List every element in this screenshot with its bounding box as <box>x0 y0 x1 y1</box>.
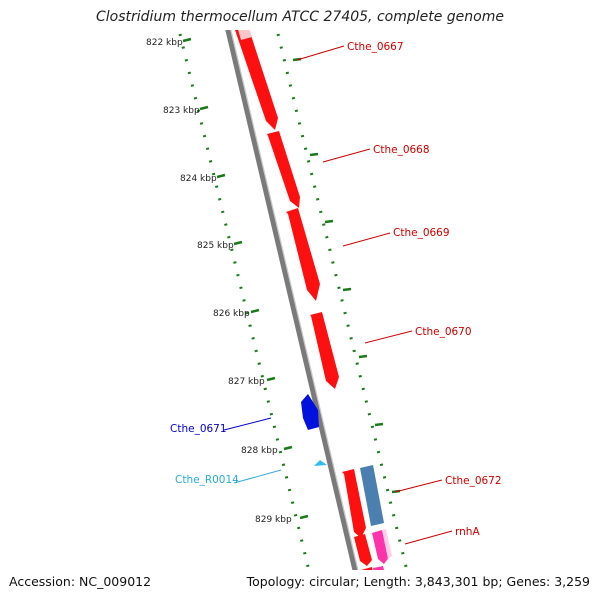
scale-labels: 822 kbp 823 kbp 824 kbp 825 kbp 826 kbp … <box>146 38 292 525</box>
scale-ticks <box>182 37 309 520</box>
scale-label-828: 828 kbp <box>241 446 278 456</box>
gene-cthe-r0014[interactable] <box>314 460 327 466</box>
map-title: Clostridium thermocellum ATCC 27405, com… <box>96 9 504 25</box>
gene-rnha-upstream[interactable] <box>354 534 372 566</box>
scale-label-826: 826 kbp <box>213 309 250 319</box>
scale-label-829: 829 kbp <box>255 515 292 525</box>
scale-label-825: 825 kbp <box>197 241 234 251</box>
scale-label-822: 822 kbp <box>146 38 183 48</box>
label-leaders <box>223 45 453 545</box>
gene-cthe-0669[interactable] <box>286 208 320 301</box>
genome-summary-text: Topology: circular; Length: 3,843,301 bp… <box>246 574 590 589</box>
genome-backbone <box>225 30 358 570</box>
label-rnha[interactable]: rnhA <box>455 526 480 538</box>
gene-cthe-0672[interactable] <box>342 469 366 538</box>
gene-cthe-0670[interactable] <box>310 312 339 389</box>
gene-cthe-0667[interactable] <box>234 23 278 130</box>
gene-rnha[interactable] <box>372 530 390 564</box>
label-cthe-0671[interactable]: Cthe_0671 <box>170 423 227 435</box>
label-cthe-0672[interactable]: Cthe_0672 <box>445 475 502 487</box>
gene-features <box>234 23 392 570</box>
gene-cthe-0671[interactable] <box>301 394 319 430</box>
gene-cthe-0668[interactable] <box>267 131 300 208</box>
accession-text: Accession: NC_009012 <box>9 574 152 589</box>
label-cthe-r0014[interactable]: Cthe_R0014 <box>175 474 239 486</box>
label-cthe-0670[interactable]: Cthe_0670 <box>415 326 472 338</box>
label-cthe-0669[interactable]: Cthe_0669 <box>393 227 450 239</box>
gene-steel-feature[interactable] <box>360 465 384 526</box>
label-cthe-0667[interactable]: Cthe_0667 <box>347 41 404 53</box>
scale-label-827: 827 kbp <box>228 377 265 387</box>
label-cthe-0668[interactable]: Cthe_0668 <box>373 144 430 156</box>
scale-label-823: 823 kbp <box>163 106 200 116</box>
scale-label-824: 824 kbp <box>180 174 217 184</box>
